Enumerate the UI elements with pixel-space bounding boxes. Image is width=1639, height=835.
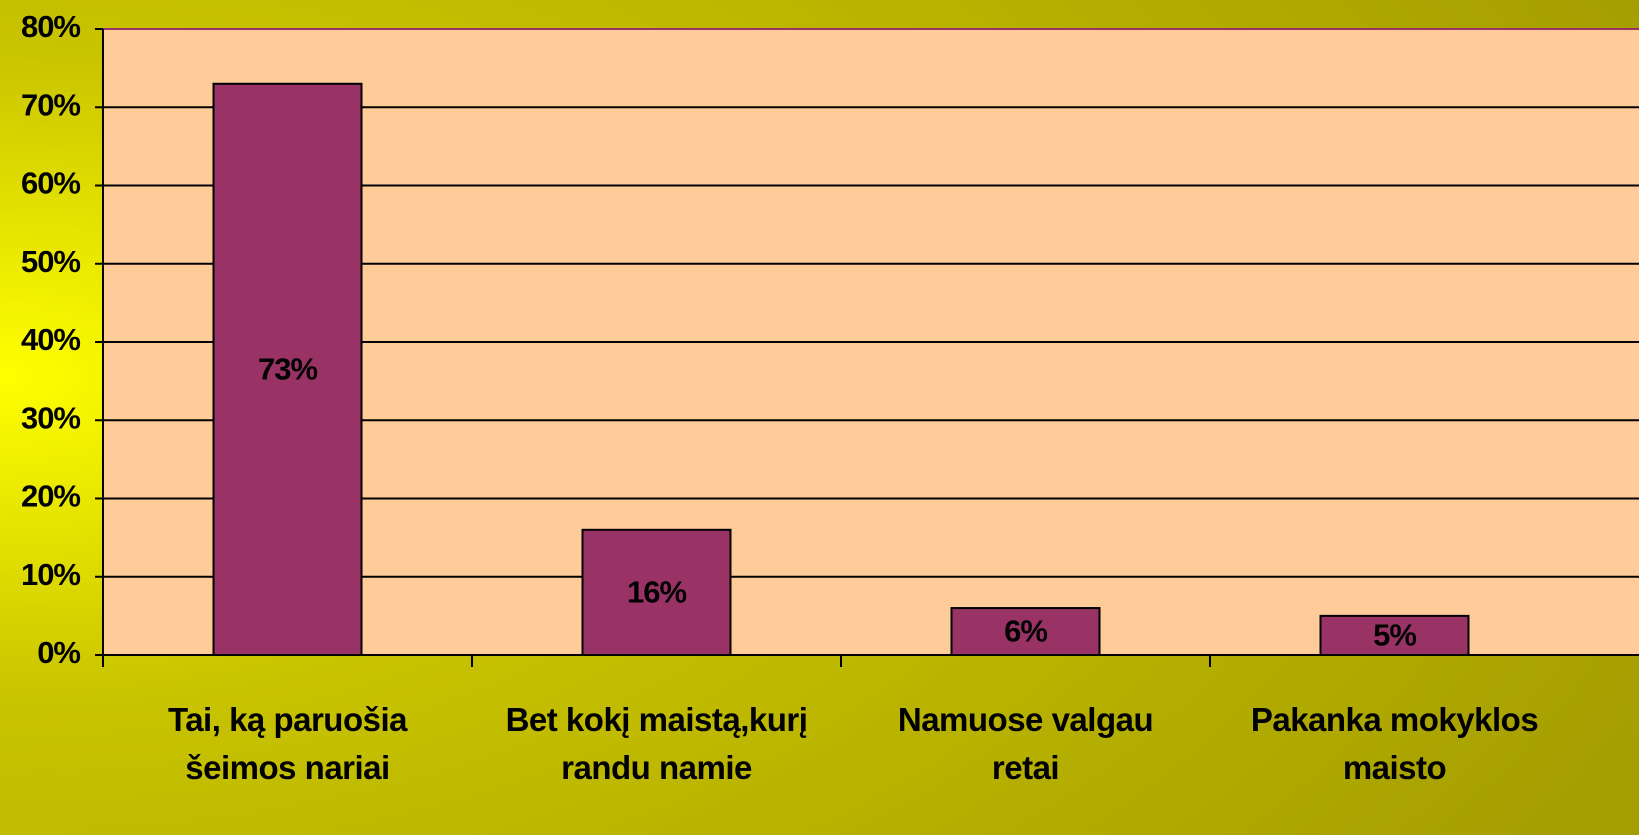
y-tick-label: 70% (21, 87, 80, 122)
y-tick-label: 0% (37, 635, 80, 670)
data-label: 16% (627, 575, 686, 610)
data-label: 73% (258, 352, 317, 387)
bar (950, 607, 1101, 656)
y-tick-label: 50% (21, 244, 80, 279)
y-tick-label: 20% (21, 479, 80, 514)
data-label: 6% (1004, 614, 1047, 649)
y-tick-label: 30% (21, 400, 80, 435)
bar (212, 82, 363, 656)
x-tick-label: Tai, ką paruošia šeimos nariai (168, 701, 407, 786)
y-tick-label: 10% (21, 557, 80, 592)
y-tick-label: 40% (21, 322, 80, 357)
y-tick-label: 80% (21, 9, 80, 44)
x-tick-label: Bet kokį maistą,kurį randu namie (505, 701, 808, 786)
data-label: 5% (1373, 618, 1416, 653)
y-tick-label: 60% (21, 166, 80, 201)
x-tick-label: Pakanka mokyklos maisto (1250, 701, 1539, 786)
bar (581, 528, 732, 656)
x-tick-label: Namuose valgau retai (897, 701, 1154, 786)
bar (1319, 614, 1470, 656)
